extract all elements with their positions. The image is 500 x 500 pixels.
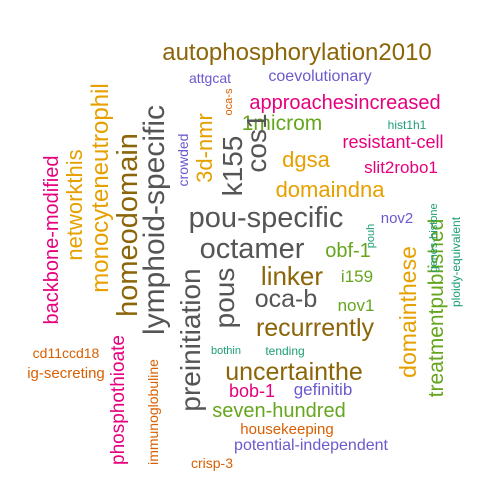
word: autophosphorylation2010 [162, 39, 432, 66]
word: bob-1 [229, 381, 275, 401]
word: genes-histone [428, 203, 440, 272]
word: oca-s [223, 88, 235, 115]
word: crisp-3 [191, 455, 233, 471]
word: preinitiation [175, 268, 206, 411]
word: cd11ccd18 [33, 345, 100, 361]
word: resistant-cell [342, 132, 443, 152]
word: obf-1 [325, 240, 371, 262]
word: domainthese [395, 246, 421, 378]
word: pou-specific [189, 202, 344, 234]
word: tending [265, 344, 304, 358]
word: monocyteneutrophil [87, 83, 114, 292]
word: pouh [365, 224, 377, 248]
word: attgcat [189, 70, 231, 86]
word: coevolutionary [268, 68, 371, 85]
word: phosphothioate [108, 335, 129, 465]
word: ig-secreting [27, 365, 105, 382]
word: pous [209, 268, 240, 329]
word: linker [261, 261, 323, 291]
word: bothin [211, 345, 241, 357]
word: uncertainthe [225, 358, 363, 386]
word: networkthis [62, 149, 87, 260]
word: immunoglobuline [145, 359, 161, 465]
word: seven-hundred [212, 400, 345, 422]
word: hist1h1 [388, 118, 427, 132]
word: 3d-nmr [192, 113, 217, 183]
word: cos1 [241, 113, 272, 172]
word: homeodomain [112, 133, 144, 317]
word: octamer [200, 233, 305, 265]
word: gefinitib [294, 380, 353, 399]
word: 1microm [242, 112, 323, 135]
word: approachesincreased [249, 92, 440, 114]
word: nov2 [381, 210, 414, 227]
word: oca-b [255, 285, 318, 313]
word: nov1 [338, 296, 375, 315]
word: backbone-modified [41, 156, 63, 325]
word: k155 [217, 136, 248, 197]
word: domaindna [276, 177, 386, 202]
word: dgsa [282, 147, 330, 172]
word: treatmentpublished [425, 219, 448, 398]
word: crowded [175, 134, 191, 187]
word: housekeeping [240, 421, 333, 438]
word: slit2robo1 [364, 158, 438, 177]
word: lymphoid-specific [138, 105, 171, 335]
word: i159 [341, 267, 373, 286]
word: potential-independent [234, 437, 388, 454]
word: ploidy-equivalent [449, 216, 463, 307]
word: recurrently [256, 314, 375, 342]
